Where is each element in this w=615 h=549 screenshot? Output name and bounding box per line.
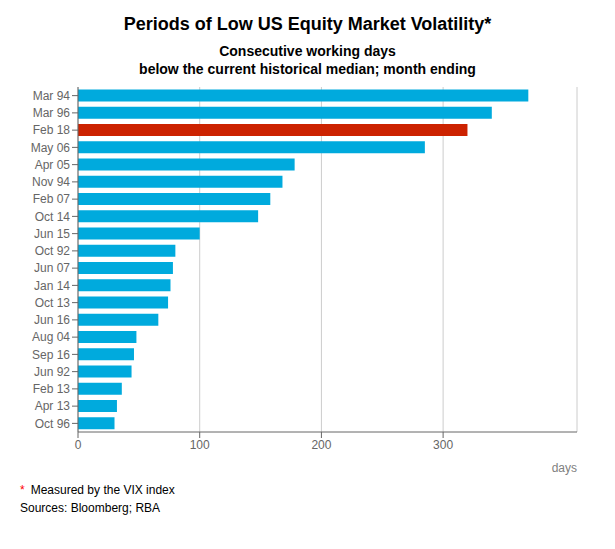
svg-text:Jun 15: Jun 15 [34,227,70,241]
svg-text:Feb 13: Feb 13 [33,382,71,396]
svg-text:Oct 13: Oct 13 [35,296,71,310]
svg-text:Feb 18: Feb 18 [33,123,71,137]
svg-text:Aug 04: Aug 04 [32,330,70,344]
html-text:Sources: Bloomberg; RBA: Sources: Bloomberg; RBA [20,501,161,515]
svg-text:Nov 94: Nov 94 [32,175,70,189]
svg-text:Mar 94: Mar 94 [33,89,71,103]
svg-text:Oct 96: Oct 96 [35,417,71,431]
svg-text:May 06: May 06 [31,141,71,155]
svg-text:Sep 16: Sep 16 [32,348,70,362]
svg-text:Jun 16: Jun 16 [34,313,70,327]
svg-text:300: 300 [433,438,453,452]
html-text:Measured by the VIX index: Measured by the VIX index [30,483,175,497]
svg-text:Mar 96: Mar 96 [33,106,71,120]
svg-text:Feb 07: Feb 07 [33,192,71,206]
svg-text:Jan 14: Jan 14 [34,279,70,293]
svg-text:200: 200 [311,438,331,452]
html-text:Periods of Low US Equity Marke: Periods of Low US Equity Market Volatili… [123,14,492,34]
svg-text:Apr 13: Apr 13 [35,399,71,413]
svg-text:Oct 92: Oct 92 [35,244,71,258]
svg-text:Jun 07: Jun 07 [34,261,70,275]
svg-text:days: days [552,461,577,475]
svg-text:Jun 92: Jun 92 [34,365,70,379]
html-text:Consecutive working days: Consecutive working days [219,43,396,59]
html-text:below the current historical m: below the current historical median; mon… [139,61,476,77]
svg-text:Apr 05: Apr 05 [35,158,71,172]
svg-text:0: 0 [75,438,82,452]
svg-text:100: 100 [190,438,210,452]
svg-text:Oct 14: Oct 14 [35,210,71,224]
